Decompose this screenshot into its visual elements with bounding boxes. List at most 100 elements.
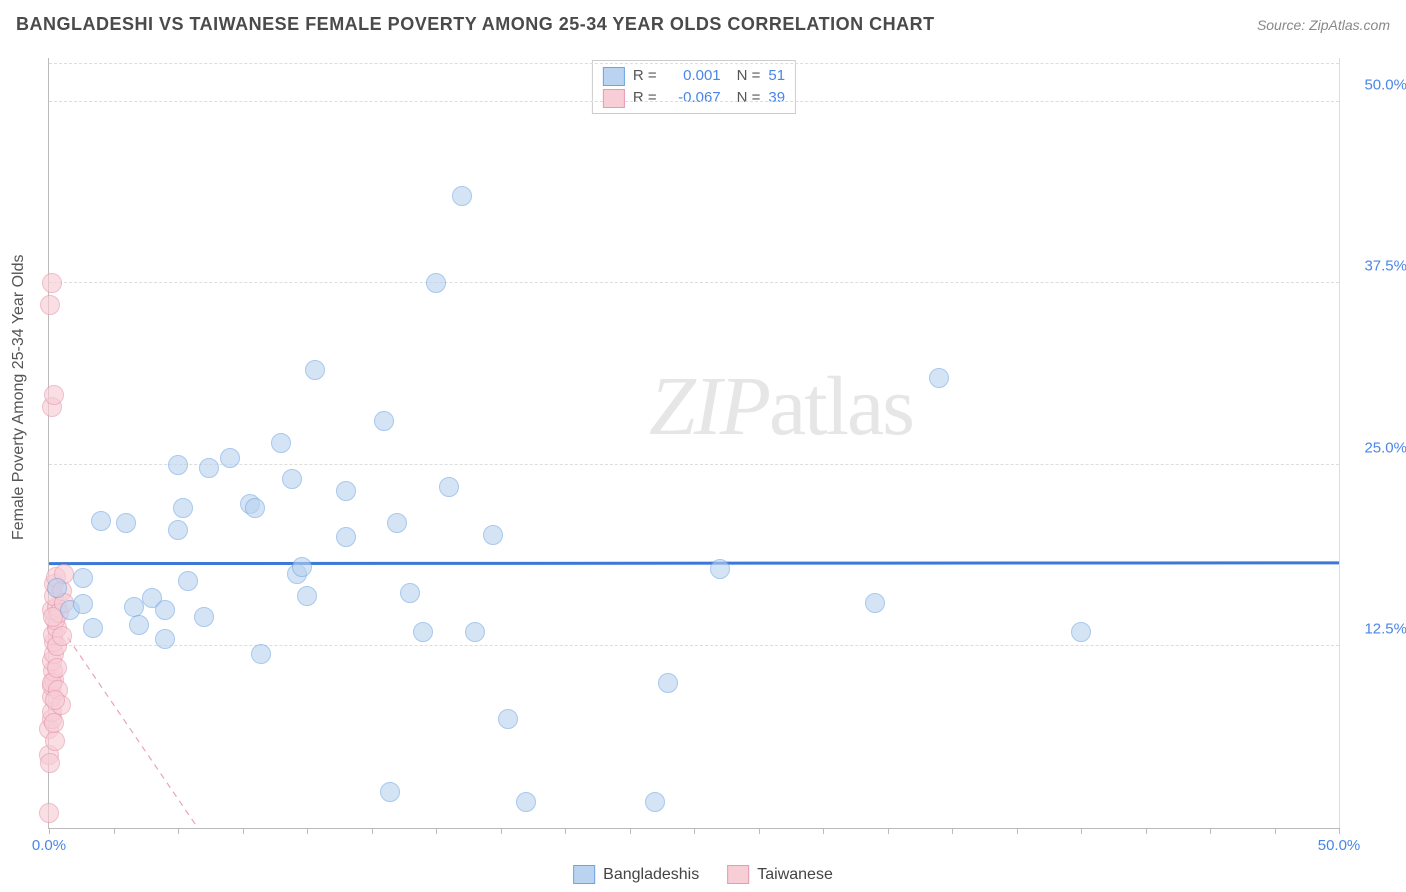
scatter-point: [52, 626, 72, 646]
scatter-point: [498, 709, 518, 729]
scatter-point: [336, 527, 356, 547]
legend-row: R =-0.067N =39: [603, 87, 785, 109]
scatter-point: [465, 622, 485, 642]
y-tick-label: 25.0%: [1347, 439, 1406, 456]
scatter-point: [83, 618, 103, 638]
scatter-point: [336, 481, 356, 501]
correlation-legend: R =0.001N =51R =-0.067N =39: [592, 60, 796, 114]
scatter-point: [129, 615, 149, 635]
scatter-point: [483, 525, 503, 545]
scatter-point: [168, 455, 188, 475]
legend-n-prefix: N =: [737, 65, 761, 87]
trend-lines: [49, 58, 1339, 828]
x-tick: [1146, 828, 1147, 834]
x-tick: [307, 828, 308, 834]
scatter-point: [194, 607, 214, 627]
legend-swatch: [603, 89, 625, 108]
gridline: [49, 101, 1339, 102]
y-axis-label: Female Poverty Among 25-34 Year Olds: [10, 255, 28, 541]
gridline: [49, 464, 1339, 465]
scatter-point: [44, 385, 64, 405]
scatter-point: [282, 469, 302, 489]
scatter-point: [47, 658, 67, 678]
legend-r-prefix: R =: [633, 87, 657, 109]
scatter-point: [710, 559, 730, 579]
series-legend-label: Taiwanese: [757, 866, 833, 884]
scatter-point: [251, 644, 271, 664]
scatter-point: [155, 629, 175, 649]
y-tick-label: 12.5%: [1347, 621, 1406, 638]
scatter-point: [168, 520, 188, 540]
series-legend-item: Taiwanese: [727, 865, 833, 884]
scatter-point: [178, 571, 198, 591]
x-tick: [1081, 828, 1082, 834]
legend-r-value: -0.067: [665, 87, 721, 109]
x-tick: [1339, 828, 1340, 834]
series-legend-label: Bangladeshis: [603, 866, 699, 884]
x-tick: [49, 828, 50, 834]
scatter-point: [116, 513, 136, 533]
scatter-point: [929, 368, 949, 388]
x-tick: [243, 828, 244, 834]
legend-r-value: 0.001: [665, 65, 721, 87]
x-tick-label: 0.0%: [32, 837, 66, 854]
x-tick: [823, 828, 824, 834]
watermark: ZIPatlas: [649, 358, 913, 455]
x-tick: [114, 828, 115, 834]
trend-line: [49, 610, 1339, 828]
x-tick-label: 50.0%: [1318, 837, 1361, 854]
scatter-point: [645, 792, 665, 812]
scatter-point: [374, 411, 394, 431]
gridline: [49, 63, 1339, 64]
watermark-atlas: atlas: [769, 360, 913, 453]
x-tick: [501, 828, 502, 834]
legend-r-prefix: R =: [633, 65, 657, 87]
scatter-point: [292, 557, 312, 577]
series-legend-item: Bangladeshis: [573, 865, 699, 884]
chart-title: BANGLADESHI VS TAIWANESE FEMALE POVERTY …: [16, 14, 935, 35]
scatter-point: [387, 513, 407, 533]
scatter-point: [400, 583, 420, 603]
x-tick: [1017, 828, 1018, 834]
legend-n-value: 39: [768, 87, 785, 109]
watermark-zip: ZIP: [649, 360, 769, 453]
scatter-point: [426, 273, 446, 293]
scatter-point: [155, 600, 175, 620]
legend-swatch: [573, 865, 595, 884]
gridline: [49, 282, 1339, 283]
x-tick: [952, 828, 953, 834]
scatter-point: [91, 511, 111, 531]
scatter-point: [297, 586, 317, 606]
x-tick: [436, 828, 437, 834]
x-tick: [759, 828, 760, 834]
scatter-point: [245, 498, 265, 518]
y-tick-label: 50.0%: [1347, 76, 1406, 93]
scatter-point: [173, 498, 193, 518]
scatter-chart: ZIPatlas R =0.001N =51R =-0.067N =39 12.…: [48, 58, 1340, 829]
scatter-point: [439, 477, 459, 497]
scatter-point: [305, 360, 325, 380]
scatter-point: [42, 273, 62, 293]
x-tick: [1275, 828, 1276, 834]
scatter-point: [1071, 622, 1091, 642]
scatter-point: [44, 713, 64, 733]
x-tick: [178, 828, 179, 834]
source-attribution: Source: ZipAtlas.com: [1257, 17, 1390, 33]
x-tick: [1210, 828, 1211, 834]
scatter-point: [73, 568, 93, 588]
gridline: [49, 645, 1339, 646]
trend-line: [49, 563, 1339, 564]
scatter-point: [73, 594, 93, 614]
x-tick: [372, 828, 373, 834]
scatter-point: [47, 578, 67, 598]
scatter-point: [40, 295, 60, 315]
scatter-point: [40, 753, 60, 773]
x-tick: [694, 828, 695, 834]
scatter-point: [413, 622, 433, 642]
x-tick: [565, 828, 566, 834]
legend-swatch: [603, 67, 625, 86]
series-legend: Bangladeshis Taiwanese: [573, 865, 833, 884]
scatter-point: [39, 803, 59, 823]
legend-n-value: 51: [768, 65, 785, 87]
scatter-point: [45, 690, 65, 710]
